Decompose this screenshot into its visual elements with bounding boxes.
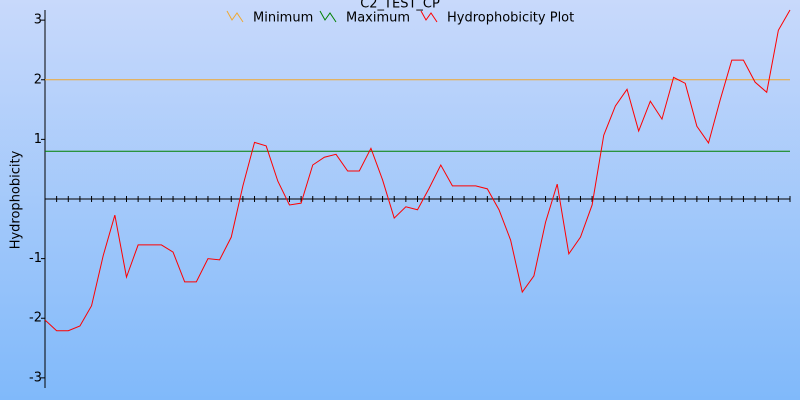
legend-label: Hydrophobicity Plot (447, 11, 574, 26)
data-line (44, 9, 791, 332)
y-tick-label: -2 (29, 311, 42, 326)
y-tick-label: 3 (34, 13, 42, 28)
y-tick-label: -3 (29, 370, 42, 385)
y-axis-label: Hydrophobicity (9, 150, 24, 249)
legend-icon (319, 10, 337, 23)
legend-label: Minimum (253, 11, 313, 26)
y-tick-label: 1 (34, 132, 42, 147)
chart-title: C2_TEST_CP (360, 0, 440, 12)
y-tick-label: -1 (29, 251, 42, 266)
legend-icon (226, 10, 244, 23)
legend-icon (420, 10, 438, 23)
legend-label: Maximum (346, 11, 410, 26)
y-tick-label: 2 (34, 72, 42, 87)
